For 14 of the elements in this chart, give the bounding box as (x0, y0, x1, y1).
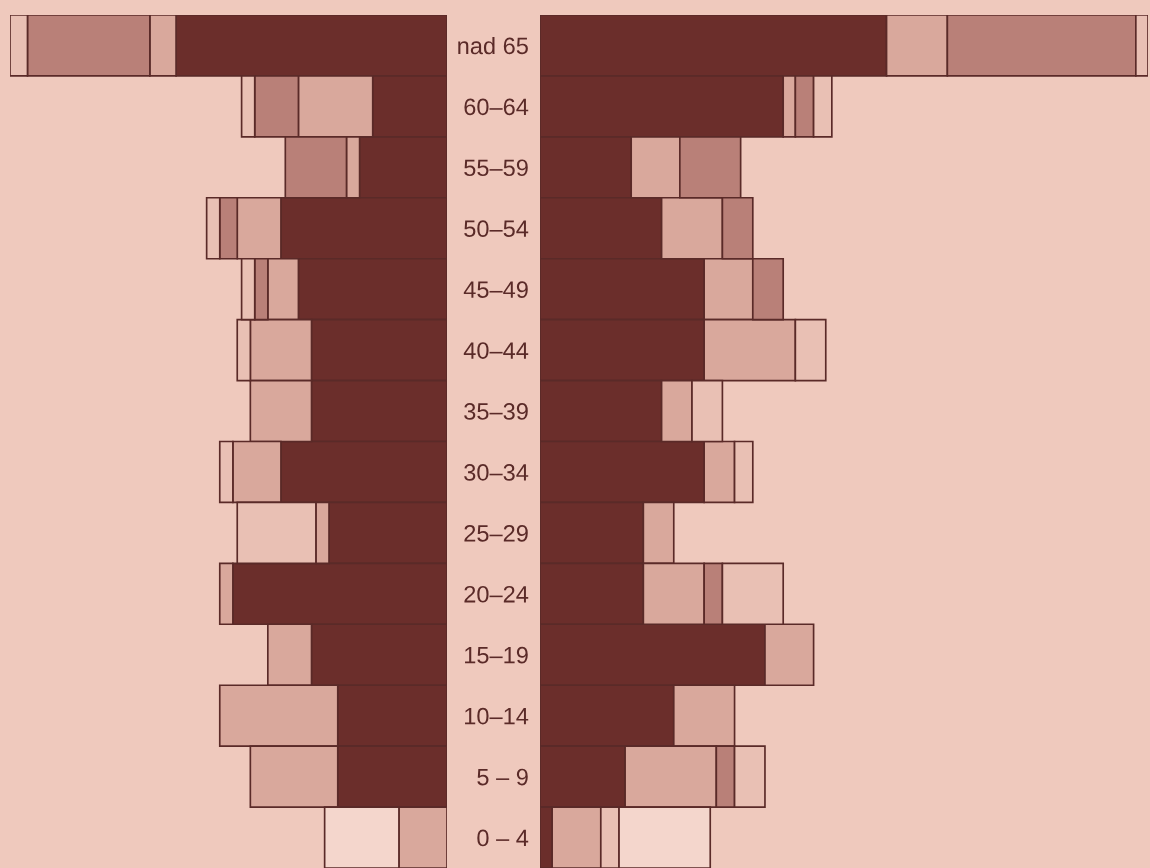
y-tick-label: 45–49 (463, 281, 528, 298)
y-tick-label: 60–64 (464, 98, 529, 116)
y-tick-label: 25–29 (464, 524, 528, 542)
y-tick-label: 50–54 (464, 220, 529, 238)
y-tick-label: nad 65 (458, 36, 528, 55)
y-tick-label: 10–14 (465, 707, 529, 725)
y-tick-label: 35–39 (464, 403, 528, 420)
y-tick-label: 5 – 9 (477, 768, 528, 786)
y-tick-label: 55–59 (464, 159, 528, 177)
y-tick-label: 0 – 4 (477, 829, 529, 847)
y-tick-label: 20–24 (464, 585, 529, 603)
y-tick-label: 15–19 (465, 646, 528, 664)
y-tick-label: 40–44 (463, 342, 529, 359)
y-tick-label: 30–34 (464, 464, 529, 481)
